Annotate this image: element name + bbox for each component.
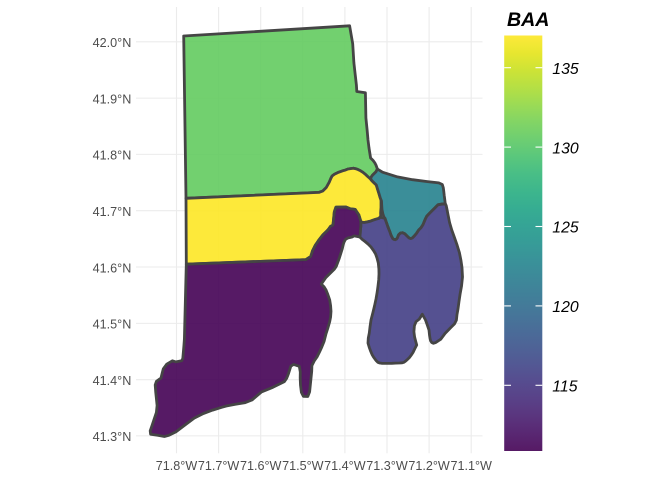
svg-text:71.5°W: 71.5°W <box>282 459 324 473</box>
svg-text:71.2°W: 71.2°W <box>408 459 450 473</box>
svg-text:71.4°W: 71.4°W <box>324 459 366 473</box>
svg-text:71.7°W: 71.7°W <box>198 459 240 473</box>
svg-text:41.6°N: 41.6°N <box>93 261 132 275</box>
svg-text:42.0°N: 42.0°N <box>93 36 132 50</box>
svg-text:125: 125 <box>552 220 579 237</box>
svg-text:135: 135 <box>552 61 579 78</box>
svg-text:71.3°W: 71.3°W <box>366 459 408 473</box>
svg-text:71.6°W: 71.6°W <box>240 459 282 473</box>
svg-text:41.8°N: 41.8°N <box>93 149 132 163</box>
svg-text:130: 130 <box>552 140 579 157</box>
svg-text:120: 120 <box>552 299 579 316</box>
svg-text:71.1°W: 71.1°W <box>450 459 492 473</box>
svg-text:41.9°N: 41.9°N <box>93 92 132 106</box>
svg-text:41.5°N: 41.5°N <box>93 318 132 332</box>
svg-text:115: 115 <box>552 379 577 396</box>
svg-text:41.4°N: 41.4°N <box>93 374 132 388</box>
svg-text:71.8°W: 71.8°W <box>156 459 198 473</box>
svg-text:41.3°N: 41.3°N <box>93 430 132 444</box>
svg-text:BAA: BAA <box>507 9 549 31</box>
svg-text:41.7°N: 41.7°N <box>93 205 132 219</box>
